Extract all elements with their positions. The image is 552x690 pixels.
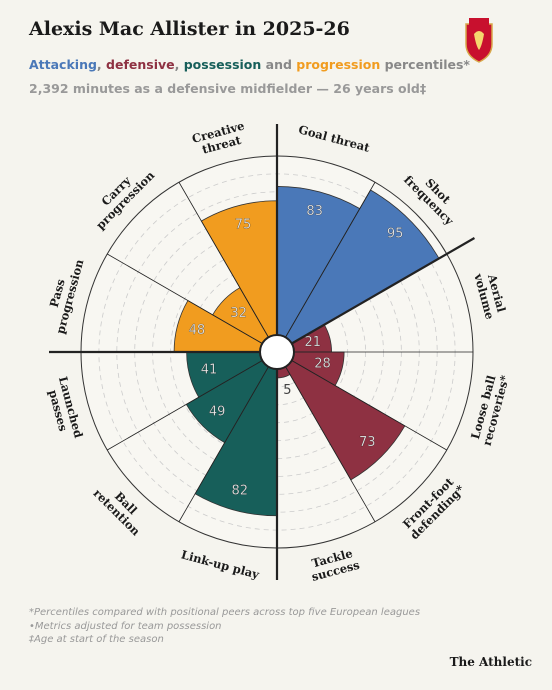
info: 2,392 minutes as a defensive midfielder … bbox=[29, 81, 427, 96]
subtitle-part: progression bbox=[296, 57, 381, 72]
value-label: 95 bbox=[387, 226, 404, 241]
value-label: 73 bbox=[359, 435, 376, 450]
slice-divider bbox=[107, 360, 263, 451]
brand: The Athletic bbox=[449, 655, 532, 669]
title: Alexis Mac Allister in 2025-26 bbox=[29, 18, 350, 40]
value-label: 49 bbox=[209, 404, 226, 419]
value-label: 82 bbox=[232, 483, 249, 498]
slice-divider bbox=[178, 366, 269, 522]
crest bbox=[465, 18, 493, 63]
subtitle: Attacking, defensive, possession and pro… bbox=[29, 57, 470, 72]
footnotes: *Percentiles compared with positional pe… bbox=[29, 606, 420, 647]
value-label: 83 bbox=[306, 204, 323, 219]
slice-divider bbox=[285, 366, 376, 522]
subtitle-part: and bbox=[261, 57, 297, 72]
subtitle-part: , bbox=[174, 57, 184, 72]
value-label: 75 bbox=[235, 218, 252, 233]
value-label: 28 bbox=[314, 357, 331, 372]
value-label: 41 bbox=[201, 363, 218, 378]
slice-divider bbox=[178, 182, 269, 338]
subtitle-part: possession bbox=[183, 57, 262, 72]
subtitle-part: percentiles* bbox=[380, 57, 470, 72]
value-label: 32 bbox=[230, 306, 247, 321]
group-divider bbox=[291, 237, 476, 345]
value-label: 21 bbox=[304, 335, 321, 350]
footnote: ‡Age at start of the season bbox=[29, 634, 164, 645]
slice-divider bbox=[291, 360, 447, 451]
slice-divider bbox=[285, 182, 376, 338]
footnote: •Metrics adjusted for team possession bbox=[29, 620, 222, 632]
slice-divider bbox=[107, 253, 263, 344]
subtitle-part: Attacking bbox=[29, 57, 97, 72]
center-hole bbox=[259, 334, 295, 370]
value-label: 5 bbox=[283, 383, 291, 398]
footnote: *Percentiles compared with positional pe… bbox=[29, 607, 421, 618]
polar-area: 83 95 21 28 73 5 82 49 41 48 32 75 bbox=[49, 124, 476, 580]
subtitle-part: defensive bbox=[106, 57, 175, 72]
value-label: 48 bbox=[189, 323, 206, 338]
subtitle-part: , bbox=[96, 57, 107, 72]
